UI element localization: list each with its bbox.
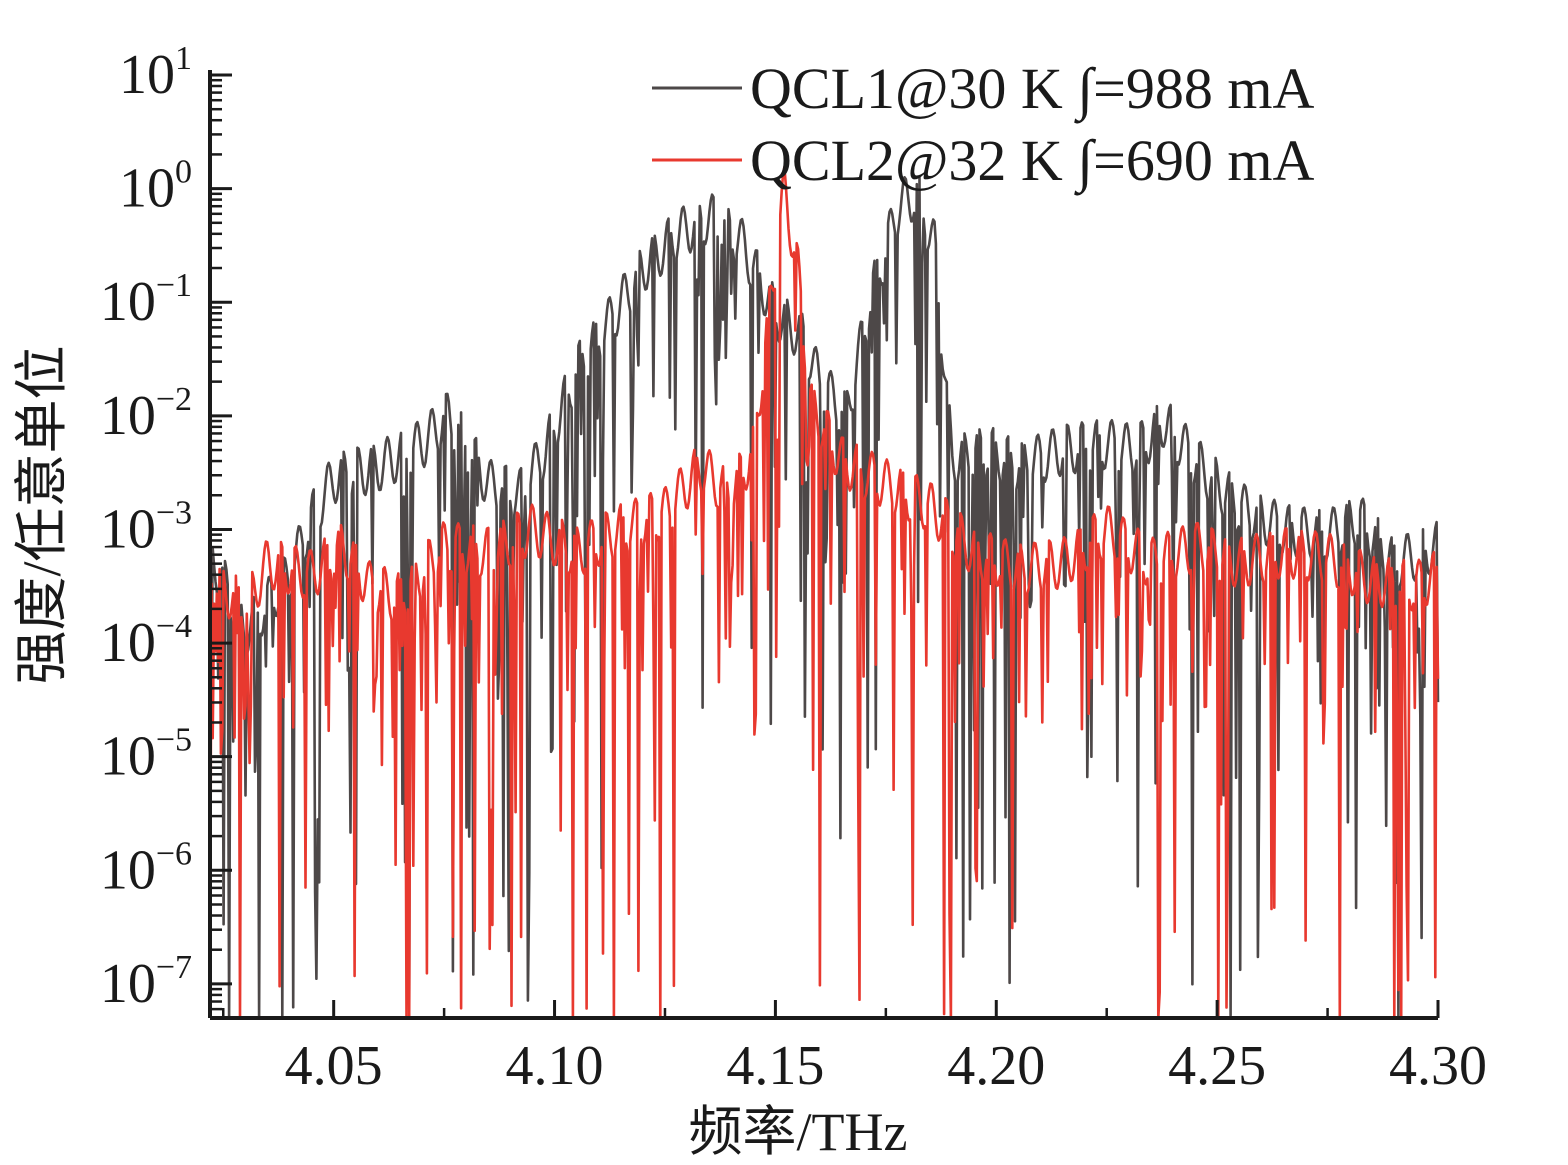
ticks-layer: 4.05 4.10 4.15 4.20 4.25 4.30 101 100 10−1 10−2 10… (100, 40, 1487, 1097)
y-tick-label: 10−3 (100, 494, 192, 560)
x-tick-label: 4.10 (506, 1035, 604, 1097)
y-tick-label: 10−4 (100, 608, 192, 674)
y-tick-label: 10−5 (100, 722, 192, 788)
x-tick-label: 4.05 (285, 1035, 383, 1097)
x-axis-title: 频率/THz (689, 1102, 908, 1162)
series-line-2 (208, 165, 1440, 1020)
legend: QCL1@30 K ∫=988 mA QCL2@32 K ∫=690 mA (652, 56, 1315, 196)
y-axis-title: 强度/任意单位 (12, 345, 72, 684)
series-line-1 (208, 176, 1440, 1020)
y-tick-label: 10−7 (100, 949, 192, 1015)
x-tick-label: 4.30 (1389, 1035, 1487, 1097)
legend-label-qcl2: QCL2@32 K ∫=690 mA (750, 128, 1315, 196)
series-layer (208, 165, 1440, 1020)
y-tick-label: 10−6 (100, 835, 192, 901)
y-tick-label: 10−1 (100, 267, 192, 333)
legend-label-qcl1: QCL1@30 K ∫=988 mA (750, 56, 1315, 124)
x-tick-label: 4.20 (947, 1035, 1045, 1097)
y-tick-label: 10−2 (100, 381, 192, 447)
x-tick-label: 4.25 (1168, 1035, 1266, 1097)
axes-layer (208, 70, 1438, 1020)
y-tick-label: 100 (119, 154, 192, 220)
x-tick-label: 4.15 (726, 1035, 824, 1097)
y-tick-label: 101 (119, 40, 192, 106)
